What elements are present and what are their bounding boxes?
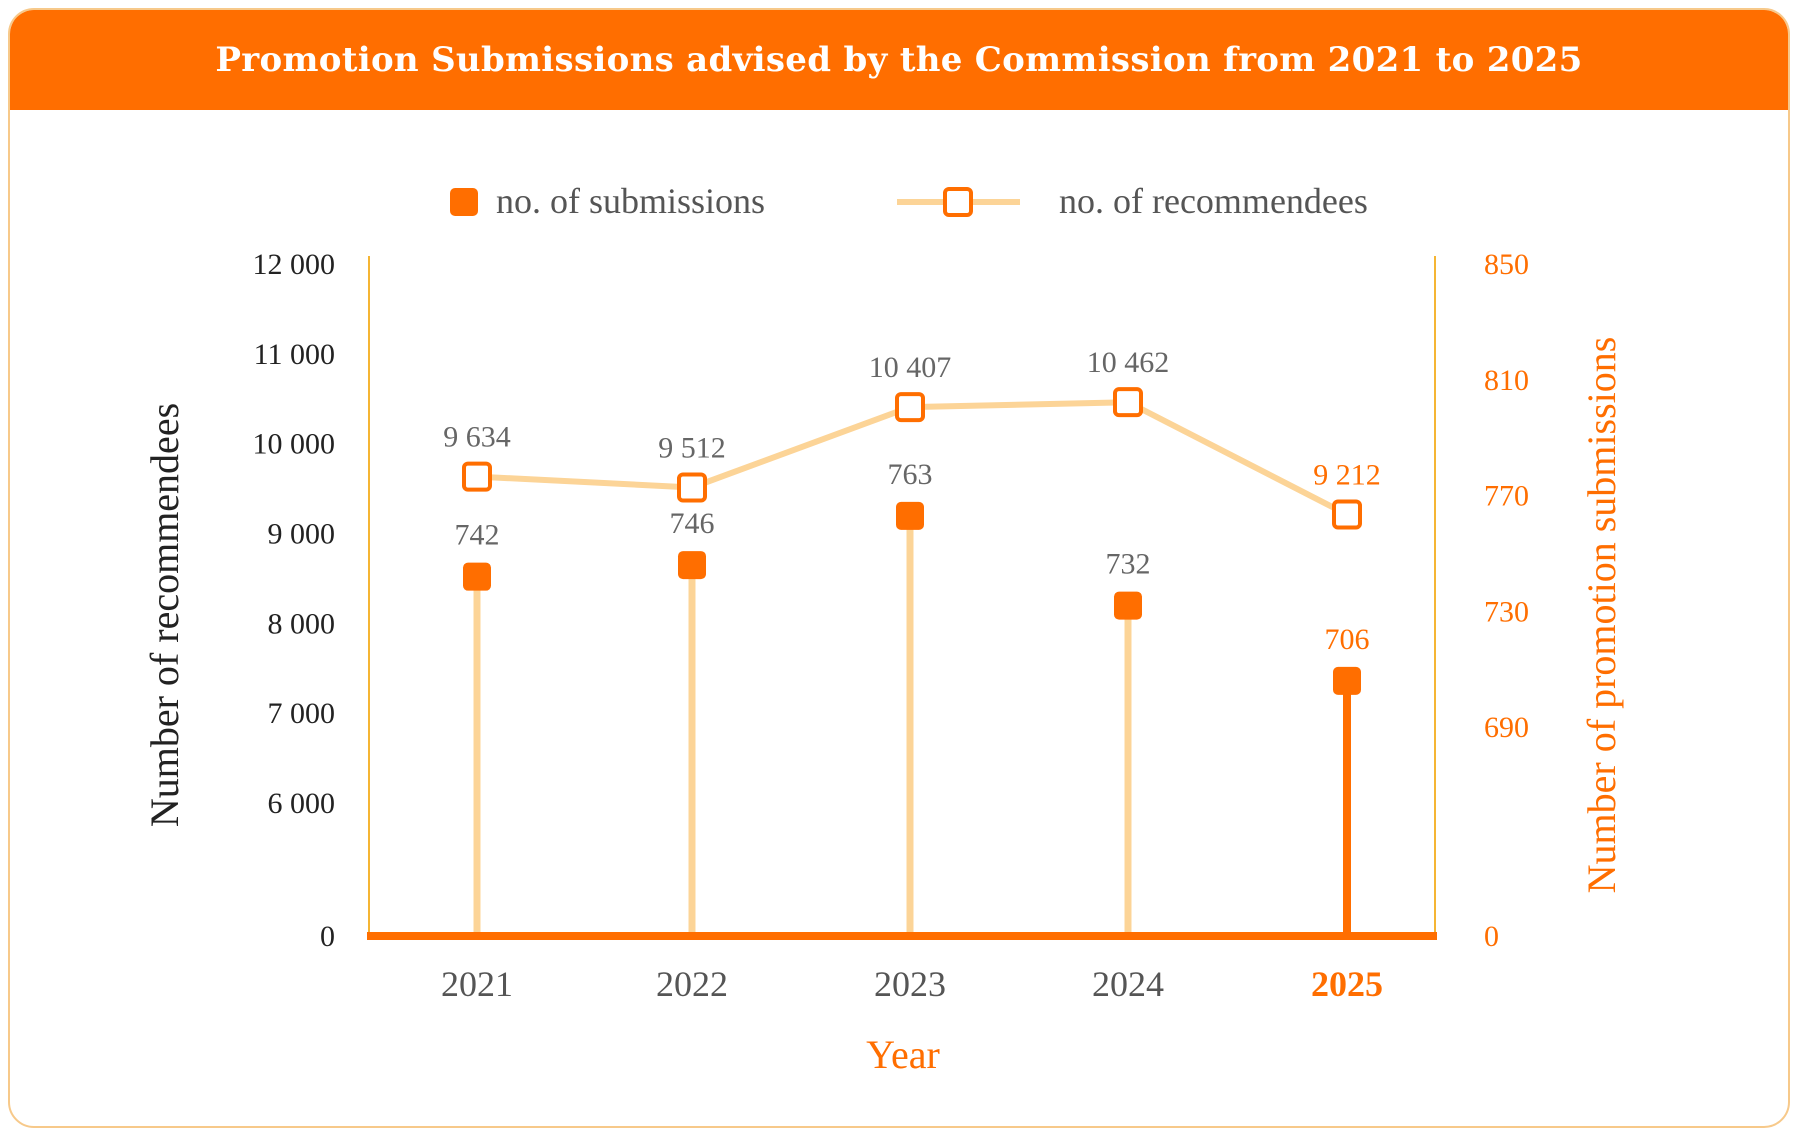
legend-recommendees-marker: [943, 187, 973, 217]
left-tick-label: 9 000: [268, 518, 336, 551]
submission-value-label: 732: [1106, 548, 1151, 581]
x-tick-label: 2023: [874, 964, 946, 1004]
recommendee-value-label: 9 512: [658, 432, 726, 465]
right-axis-ticks: 0 690 730 770 810 850: [1484, 248, 1529, 953]
x-axis-title: Year: [866, 1032, 940, 1077]
submission-marker: [463, 562, 491, 591]
recommendee-marker: [1113, 387, 1143, 418]
right-tick-label: 690: [1484, 711, 1529, 744]
right-axis-title: Number of promotion submissions: [1579, 337, 1624, 894]
submission-marker: [896, 501, 924, 530]
left-axis-ticks: 0 6 000 7 000 8 000 9 000 10 000 11 000 12 000: [253, 248, 336, 953]
recommendee-value-label: 10 407: [869, 351, 952, 384]
submission-value-label: 763: [888, 458, 933, 491]
chart-card: Promotion Submissions advised by the Com…: [8, 8, 1790, 1128]
left-tick-label: 10 000: [253, 428, 336, 461]
left-tick-label: 12 000: [253, 248, 336, 281]
x-tick-label: 2024: [1092, 964, 1164, 1004]
recommendee-value-label: 9 212: [1313, 458, 1381, 491]
right-tick-label: 730: [1484, 595, 1529, 628]
right-tick-label: 770: [1484, 480, 1529, 513]
left-tick-label: 7 000: [268, 697, 336, 730]
left-tick-label: 8 000: [268, 607, 336, 640]
title-banner: Promotion Submissions advised by the Com…: [10, 10, 1788, 110]
x-tick-label: 2025: [1311, 964, 1383, 1004]
recommendee-value-label: 9 634: [443, 421, 511, 454]
left-tick-label: 11 000: [254, 338, 335, 371]
left-axis-title: Number of recommendees: [142, 403, 187, 827]
recommendee-marker: [677, 472, 707, 503]
recommendee-value-label: 10 462: [1087, 346, 1170, 379]
submission-stems: [473, 515, 1351, 936]
recommendee-marker: [1332, 499, 1362, 530]
legend-submissions-swatch: [450, 188, 478, 216]
recommendee-marker: [895, 392, 925, 423]
submission-value-label: 742: [455, 519, 500, 552]
right-tick-label: 850: [1484, 248, 1529, 281]
chart-canvas: no. of submissions no. of recommendees 0…: [142, 181, 1624, 1077]
submission-value-label: 746: [670, 507, 715, 540]
submission-value-label: 706: [1325, 623, 1370, 656]
x-axis-ticks: 2021 2022 2023 2024 2025: [441, 964, 1383, 1004]
right-tick-label: 810: [1484, 364, 1529, 397]
recommendees-markers: 9 634 9 512 10 407 10 462 9 212: [443, 346, 1381, 530]
submissions-markers: 742 746 763 732 706: [455, 458, 1370, 695]
recommendee-marker: [462, 461, 492, 492]
right-tick-label: 0: [1484, 920, 1499, 953]
submission-marker: [1333, 666, 1361, 695]
left-tick-label: 0: [320, 920, 335, 953]
legend: no. of submissions no. of recommendees: [450, 181, 1368, 221]
chart-title: Promotion Submissions advised by the Com…: [215, 40, 1583, 80]
left-tick-label: 6 000: [268, 787, 336, 820]
x-tick-label: 2021: [441, 964, 513, 1004]
legend-submissions-label: no. of submissions: [496, 181, 765, 221]
submission-marker: [678, 551, 706, 580]
x-tick-label: 2022: [656, 964, 728, 1004]
legend-recommendees-label: no. of recommendees: [1059, 181, 1368, 221]
submission-marker: [1114, 591, 1142, 620]
